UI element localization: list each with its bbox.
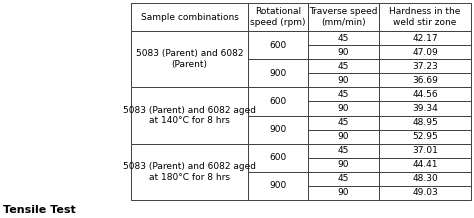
Bar bbox=[379, 31, 471, 45]
Bar bbox=[379, 172, 471, 186]
Bar bbox=[131, 87, 248, 144]
Bar bbox=[248, 87, 308, 116]
Text: 36.69: 36.69 bbox=[412, 76, 438, 85]
Text: 90: 90 bbox=[338, 160, 349, 169]
Text: 48.95: 48.95 bbox=[412, 118, 438, 127]
Text: 42.17: 42.17 bbox=[412, 34, 438, 43]
Bar bbox=[248, 31, 308, 59]
Bar bbox=[379, 116, 471, 129]
Text: 47.09: 47.09 bbox=[412, 48, 438, 57]
Text: 52.95: 52.95 bbox=[412, 132, 438, 141]
Text: 600: 600 bbox=[269, 41, 287, 49]
Text: 5083 (Parent) and 6082
(Parent): 5083 (Parent) and 6082 (Parent) bbox=[136, 49, 244, 69]
Bar bbox=[131, 144, 248, 200]
Text: 45: 45 bbox=[338, 34, 349, 43]
Bar bbox=[308, 129, 379, 144]
Text: Rotational
speed (rpm): Rotational speed (rpm) bbox=[250, 7, 306, 27]
Bar bbox=[379, 59, 471, 73]
Text: 600: 600 bbox=[269, 97, 287, 106]
Text: 45: 45 bbox=[338, 90, 349, 99]
Bar bbox=[308, 3, 379, 31]
Text: 90: 90 bbox=[338, 132, 349, 141]
Text: 49.03: 49.03 bbox=[412, 188, 438, 198]
Text: 900: 900 bbox=[269, 69, 287, 78]
Text: Sample combinations: Sample combinations bbox=[141, 12, 238, 22]
Bar bbox=[248, 172, 308, 200]
Text: 44.56: 44.56 bbox=[412, 90, 438, 99]
Bar bbox=[308, 45, 379, 59]
Bar bbox=[308, 116, 379, 129]
Bar bbox=[248, 144, 308, 172]
Text: 37.01: 37.01 bbox=[412, 146, 438, 155]
Text: 45: 45 bbox=[338, 146, 349, 155]
Bar bbox=[131, 31, 248, 87]
Text: 900: 900 bbox=[269, 125, 287, 134]
Text: 44.41: 44.41 bbox=[412, 160, 438, 169]
Bar bbox=[379, 129, 471, 144]
Text: 37.23: 37.23 bbox=[412, 62, 438, 71]
Text: 90: 90 bbox=[338, 76, 349, 85]
Bar bbox=[379, 3, 471, 31]
Text: 45: 45 bbox=[338, 118, 349, 127]
Text: 45: 45 bbox=[338, 174, 349, 183]
Bar bbox=[248, 116, 308, 144]
Bar bbox=[248, 59, 308, 87]
Bar bbox=[379, 87, 471, 101]
Bar bbox=[379, 45, 471, 59]
Bar bbox=[131, 3, 248, 31]
Bar bbox=[308, 73, 379, 87]
Bar bbox=[379, 144, 471, 158]
Text: 90: 90 bbox=[338, 188, 349, 198]
Text: 48.30: 48.30 bbox=[412, 174, 438, 183]
Text: 45: 45 bbox=[338, 62, 349, 71]
Text: 90: 90 bbox=[338, 104, 349, 113]
Text: 5083 (Parent) and 6082 aged
at 180°C for 8 hrs: 5083 (Parent) and 6082 aged at 180°C for… bbox=[123, 162, 256, 182]
Bar bbox=[379, 101, 471, 116]
Text: 90: 90 bbox=[338, 48, 349, 57]
Bar bbox=[308, 87, 379, 101]
Bar bbox=[308, 59, 379, 73]
Bar bbox=[308, 101, 379, 116]
Text: Hardness in the
weld stir zone: Hardness in the weld stir zone bbox=[390, 7, 461, 27]
Bar bbox=[379, 158, 471, 172]
Bar bbox=[308, 172, 379, 186]
Text: 5083 (Parent) and 6082 aged
at 140°C for 8 hrs: 5083 (Parent) and 6082 aged at 140°C for… bbox=[123, 106, 256, 125]
Text: 900: 900 bbox=[269, 181, 287, 190]
Bar bbox=[379, 186, 471, 200]
Bar bbox=[308, 158, 379, 172]
Text: Tensile Test: Tensile Test bbox=[3, 205, 76, 215]
Bar bbox=[379, 73, 471, 87]
Bar bbox=[308, 144, 379, 158]
Bar bbox=[308, 186, 379, 200]
Bar bbox=[308, 31, 379, 45]
Text: 600: 600 bbox=[269, 153, 287, 162]
Text: 39.34: 39.34 bbox=[412, 104, 438, 113]
Bar bbox=[248, 3, 308, 31]
Text: Traverse speed
(mm/min): Traverse speed (mm/min) bbox=[309, 7, 378, 27]
